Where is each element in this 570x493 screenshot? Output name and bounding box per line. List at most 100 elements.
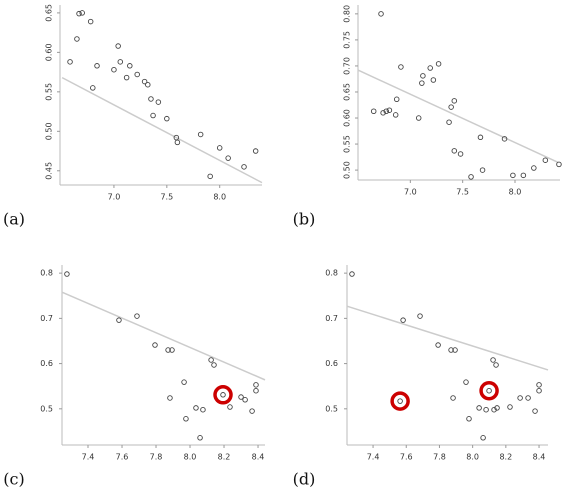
panel-label: (b) bbox=[293, 210, 316, 229]
y-tick-label: 0.80 bbox=[343, 5, 352, 23]
trend-line bbox=[61, 291, 266, 381]
point bbox=[115, 43, 121, 49]
x-tick-label: 8.0 bbox=[509, 188, 522, 197]
point bbox=[253, 382, 259, 388]
point bbox=[253, 387, 259, 394]
point bbox=[87, 18, 94, 25]
x-tick-label: 7.4 bbox=[367, 453, 380, 462]
point bbox=[536, 382, 542, 388]
point bbox=[207, 173, 213, 180]
point bbox=[457, 151, 464, 157]
point bbox=[476, 405, 482, 411]
point bbox=[468, 174, 474, 180]
point bbox=[392, 112, 399, 118]
trend-line bbox=[357, 69, 559, 163]
point bbox=[227, 404, 233, 410]
point bbox=[123, 74, 130, 81]
point bbox=[531, 165, 537, 171]
point bbox=[480, 435, 486, 441]
y-tick-label: 0.7 bbox=[40, 314, 53, 323]
point bbox=[435, 61, 442, 67]
y-tick-label: 0.8 bbox=[325, 269, 338, 278]
point bbox=[197, 435, 203, 441]
point bbox=[67, 59, 73, 65]
point bbox=[479, 167, 486, 173]
panel-label: (c) bbox=[3, 470, 24, 489]
point bbox=[183, 416, 189, 422]
x-tick-label: 7.6 bbox=[400, 453, 413, 462]
highlight-ring bbox=[390, 391, 410, 411]
y-tick-label: 0.55 bbox=[45, 83, 54, 101]
point bbox=[181, 379, 187, 385]
point bbox=[200, 406, 206, 413]
y-tick-label: 0.70 bbox=[343, 57, 352, 75]
point bbox=[117, 59, 124, 65]
point bbox=[90, 85, 96, 91]
y-tick-label: 0.6 bbox=[40, 359, 53, 368]
point bbox=[242, 397, 248, 403]
point bbox=[452, 347, 458, 353]
point bbox=[477, 134, 484, 141]
panel-label: (a) bbox=[3, 210, 25, 229]
point bbox=[134, 71, 140, 78]
point bbox=[507, 404, 513, 410]
y-tick-label: 0.7 bbox=[325, 314, 338, 323]
point bbox=[397, 398, 403, 404]
highlight-ring bbox=[479, 380, 499, 401]
point bbox=[490, 357, 496, 363]
y-tick-label: 0.8 bbox=[40, 269, 53, 278]
point bbox=[148, 96, 154, 102]
point bbox=[127, 63, 133, 69]
point bbox=[510, 172, 516, 179]
point bbox=[220, 392, 226, 398]
point bbox=[349, 271, 355, 277]
point bbox=[451, 98, 458, 104]
point bbox=[165, 347, 171, 353]
point bbox=[145, 81, 151, 88]
point bbox=[197, 131, 204, 138]
x-tick-label: 7.5 bbox=[160, 193, 173, 202]
x-tick-label: 8.0 bbox=[466, 453, 479, 462]
point bbox=[448, 104, 454, 110]
point bbox=[483, 406, 489, 413]
point bbox=[152, 342, 158, 348]
point bbox=[532, 408, 538, 414]
y-tick-label: 0.50 bbox=[343, 161, 352, 179]
point bbox=[378, 11, 384, 17]
x-tick-label: 7.8 bbox=[433, 453, 446, 462]
point bbox=[417, 313, 423, 319]
point bbox=[167, 395, 173, 401]
point bbox=[491, 406, 497, 413]
point bbox=[536, 387, 542, 394]
point bbox=[486, 387, 492, 394]
panel-label: (d) bbox=[293, 470, 316, 489]
y-tick-label: 0.75 bbox=[343, 31, 352, 49]
point bbox=[94, 63, 100, 69]
x-tick-label: 7.8 bbox=[150, 453, 163, 462]
point bbox=[238, 394, 244, 400]
point bbox=[451, 148, 458, 154]
point bbox=[370, 108, 377, 114]
point bbox=[216, 145, 223, 151]
y-tick-label: 0.65 bbox=[45, 4, 54, 22]
point bbox=[79, 10, 85, 16]
y-tick-label: 0.5 bbox=[325, 404, 338, 413]
point bbox=[169, 347, 175, 353]
y-tick-label: 0.5 bbox=[40, 404, 53, 413]
x-tick-label: 8.0 bbox=[213, 193, 226, 202]
trend-line bbox=[61, 76, 263, 184]
point bbox=[493, 362, 499, 368]
point bbox=[542, 157, 549, 163]
point bbox=[400, 317, 406, 323]
point bbox=[208, 357, 214, 363]
y-tick-label: 0.55 bbox=[343, 135, 352, 153]
x-tick-label: 7.6 bbox=[116, 453, 129, 462]
y-tick-label: 0.65 bbox=[343, 83, 352, 101]
point bbox=[427, 65, 433, 71]
y-tick-label: 0.50 bbox=[45, 122, 54, 140]
point bbox=[420, 73, 426, 79]
point bbox=[116, 317, 122, 323]
point bbox=[435, 342, 441, 348]
y-tick-label: 0.60 bbox=[343, 109, 352, 127]
